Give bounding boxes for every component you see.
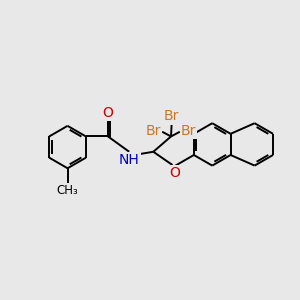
- Text: NH: NH: [119, 153, 140, 167]
- Text: Br: Br: [146, 124, 161, 138]
- Text: CH₃: CH₃: [57, 184, 78, 197]
- Text: O: O: [103, 106, 113, 120]
- Text: O: O: [169, 166, 180, 180]
- Text: Br: Br: [181, 124, 197, 138]
- Text: Br: Br: [164, 110, 179, 123]
